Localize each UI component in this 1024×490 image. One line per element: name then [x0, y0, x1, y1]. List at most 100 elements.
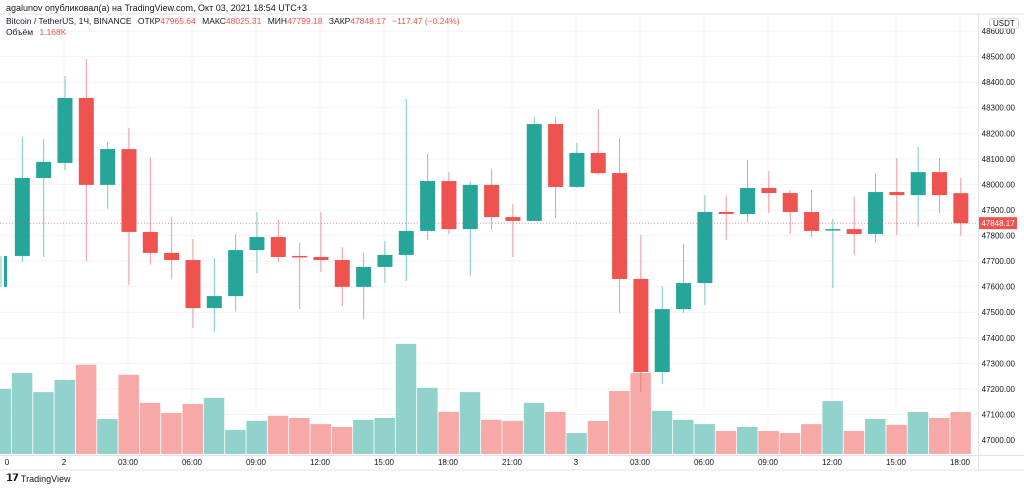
price-tick-label: 48500.00 [982, 53, 1016, 62]
candle[interactable] [740, 160, 756, 222]
volume-bar [673, 419, 694, 454]
candle[interactable] [36, 139, 52, 257]
candle[interactable] [932, 158, 948, 214]
candle-body [270, 237, 286, 257]
candle[interactable] [206, 257, 222, 333]
candle[interactable] [612, 138, 628, 313]
candle-body [484, 184, 500, 218]
price-tick-label: 47100.00 [982, 410, 1016, 419]
candle[interactable] [142, 157, 158, 265]
candle[interactable] [398, 98, 414, 282]
candle[interactable] [910, 147, 926, 228]
volume-bar [331, 427, 353, 454]
candle[interactable] [100, 141, 116, 209]
volume-bar [417, 387, 438, 454]
last-price-badge: 47848.17 [979, 217, 1017, 230]
candle[interactable] [57, 75, 73, 171]
volume-bar [801, 424, 822, 454]
volume-bar [459, 392, 481, 454]
candle[interactable] [718, 195, 734, 241]
candle[interactable] [292, 242, 308, 310]
candle[interactable] [313, 211, 329, 273]
volume-value: 1.168K [39, 27, 67, 37]
candle-body [78, 97, 94, 185]
candle[interactable] [185, 239, 201, 329]
candle[interactable] [889, 158, 905, 235]
candle[interactable] [420, 153, 436, 241]
candle[interactable] [0, 255, 7, 287]
candle[interactable] [14, 137, 30, 263]
close-value: 47848.17 [350, 16, 386, 26]
time-tick-label: 3 [574, 458, 579, 467]
candle[interactable] [356, 252, 372, 320]
candle-body [676, 283, 692, 310]
time-tick-label: 15:00 [374, 458, 395, 467]
volume-bar [118, 374, 139, 454]
candle[interactable] [654, 286, 670, 385]
currency-badge[interactable]: USDT [989, 18, 1019, 29]
candle[interactable] [846, 196, 862, 255]
candle[interactable] [228, 233, 244, 311]
candle-body [185, 260, 201, 309]
candle[interactable] [548, 116, 564, 219]
candle[interactable] [270, 219, 286, 263]
volume-bar [779, 433, 801, 454]
volume-bar [609, 391, 630, 454]
candle[interactable] [377, 241, 393, 284]
price-tick-label: 47200.00 [982, 385, 1016, 394]
candle[interactable] [121, 127, 137, 286]
price-tick-label: 48100.00 [982, 155, 1016, 164]
candle-body [740, 187, 756, 215]
volume-bar [929, 418, 950, 454]
candle[interactable] [249, 211, 265, 274]
candle[interactable] [334, 247, 350, 307]
candle[interactable] [78, 59, 94, 262]
last-price-badge-bg [979, 217, 1017, 230]
symbol-title[interactable]: Bitcoin / TetherUS, 1Ч, BINANCE [6, 16, 132, 26]
open-value: 47965.64 [160, 16, 196, 26]
volume-bar [11, 373, 33, 454]
candle[interactable] [676, 243, 692, 313]
candle[interactable] [804, 189, 820, 238]
candle[interactable] [462, 181, 478, 276]
candle-body [612, 173, 628, 279]
candle[interactable] [782, 189, 798, 234]
volume-bar [54, 379, 75, 454]
candle[interactable] [484, 169, 500, 230]
time-tick-label: 2 [62, 458, 67, 467]
time-tick-label: 09:00 [758, 458, 779, 467]
candle-body [164, 252, 180, 261]
volume-bar [587, 420, 609, 454]
candle[interactable] [526, 116, 542, 221]
volume-bar [374, 418, 395, 454]
candle-body [590, 152, 606, 174]
time-tick-label: 09:00 [246, 458, 267, 467]
volume-bar [950, 411, 971, 454]
candle-body [548, 124, 564, 187]
candle-body [142, 231, 158, 253]
high-label: МАКС [202, 16, 226, 26]
candle[interactable] [633, 234, 649, 392]
brand-text[interactable]: TradingView [20, 473, 71, 484]
candle-body [121, 149, 137, 232]
candle-body [4, 255, 7, 287]
candle-body [206, 296, 222, 309]
candle[interactable] [868, 173, 884, 243]
candle[interactable] [825, 218, 841, 288]
candle-body [334, 260, 350, 287]
volume-bar [715, 430, 737, 454]
candle-body [505, 217, 521, 221]
candle-body [868, 192, 884, 234]
candle[interactable] [441, 172, 457, 234]
candle-body [804, 211, 820, 231]
candle[interactable] [569, 142, 585, 188]
candle[interactable] [164, 217, 180, 279]
candle[interactable] [697, 195, 713, 306]
volume-bar [523, 402, 545, 454]
candle[interactable] [505, 204, 521, 257]
candle-body [825, 229, 841, 231]
candle[interactable] [953, 177, 969, 236]
candle[interactable] [761, 171, 777, 214]
candle[interactable] [590, 108, 606, 175]
